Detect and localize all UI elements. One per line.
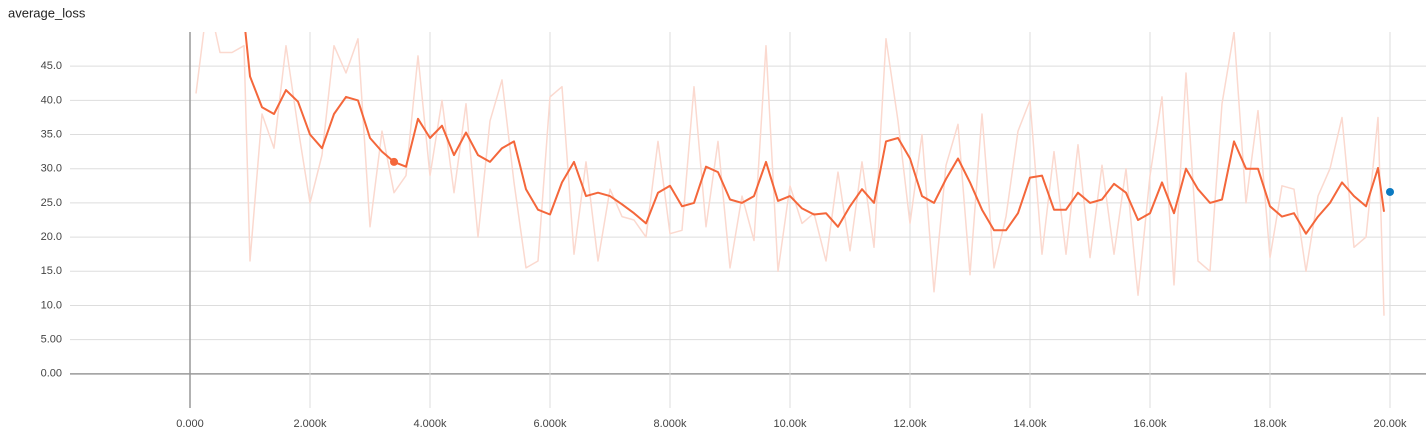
y-tick-label: 5.00	[41, 334, 62, 346]
grid	[70, 32, 1426, 408]
y-tick-label: 25.0	[41, 197, 62, 209]
x-tick-label: 6.000k	[533, 418, 567, 430]
y-tick-label: 40.0	[41, 94, 62, 106]
x-tick-label: 14.00k	[1013, 418, 1047, 430]
y-tick-label: 45.0	[41, 60, 62, 72]
x-tick-label: 10.00k	[773, 418, 807, 430]
y-tick-label: 15.0	[41, 265, 62, 277]
y-tick-label: 20.0	[41, 231, 62, 243]
plot-area	[195, 32, 1385, 316]
x-tick-label: 18.00k	[1253, 418, 1287, 430]
series-line	[244, 32, 1385, 235]
x-tick-label: 20.00k	[1373, 418, 1407, 430]
x-tick-label: 16.00k	[1133, 418, 1167, 430]
y-tick-label: 35.0	[41, 128, 62, 140]
x-tick-label: 12.00k	[893, 418, 927, 430]
x-tick-label: 2.000k	[293, 418, 327, 430]
x-tick-label: 4.000k	[413, 418, 447, 430]
chart-title: average_loss	[8, 5, 86, 20]
y-tick-label: 10.0	[41, 299, 62, 311]
y-tick-label: 30.0	[41, 163, 62, 175]
x-tick-label: 8.000k	[653, 418, 687, 430]
y-tick-label: 0.00	[41, 368, 62, 380]
x-tick-label: 0.000	[176, 418, 204, 430]
point-marker	[1386, 187, 1394, 196]
point-marker	[390, 157, 398, 166]
series-line	[195, 32, 1385, 316]
